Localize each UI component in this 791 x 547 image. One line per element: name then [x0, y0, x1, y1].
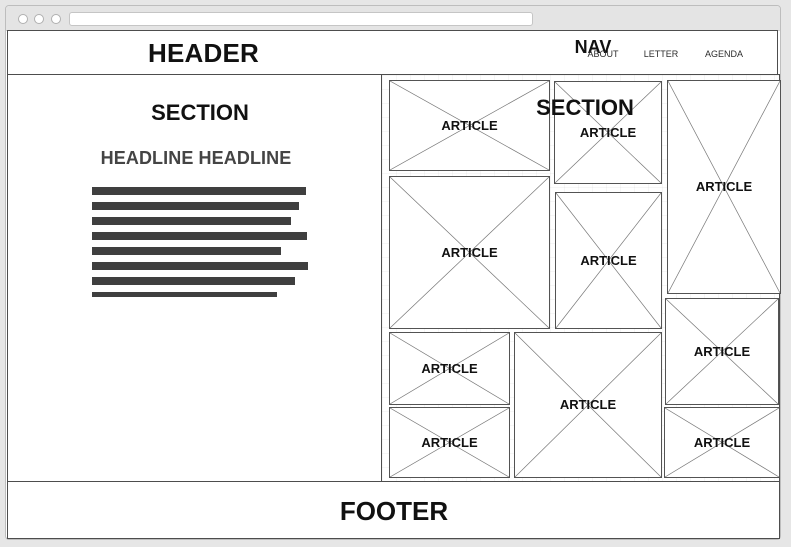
footer-title: FOOTER: [339, 496, 449, 526]
article-card[interactable]: ARTICLE: [667, 80, 781, 294]
left-section-title: SECTION: [151, 100, 249, 125]
article-card[interactable]: ARTICLE: [389, 80, 550, 171]
text-placeholder-line: [92, 217, 291, 225]
text-placeholder-line: [92, 292, 277, 297]
article-card[interactable]: ARTICLE: [389, 407, 510, 478]
article-label: ARTICLE: [421, 360, 478, 376]
window-control-dot[interactable]: [34, 14, 44, 24]
article-label: ARTICLE: [559, 397, 617, 412]
article-label: ARTICLE: [693, 434, 751, 450]
right-section-title: SECTION: [536, 95, 634, 120]
right-section: SECTION ARTICLE ARTICLE ARTICLE ARTICLE: [381, 74, 781, 482]
window-control-dot[interactable]: [18, 14, 28, 24]
article-card[interactable]: ARTICLE: [389, 332, 510, 405]
article-card[interactable]: ARTICLE: [664, 407, 780, 478]
article-label: ARTICLE: [693, 343, 751, 359]
nav-link-letter[interactable]: LETTER: [643, 49, 679, 59]
address-bar[interactable]: [69, 12, 533, 26]
article-label: ARTICLE: [441, 244, 498, 260]
article-label: ARTICLE: [580, 252, 637, 268]
text-placeholder-line: [92, 262, 308, 270]
nav-link-about[interactable]: ABOUT: [587, 49, 619, 59]
headline: HEADLINE HEADLINE: [100, 148, 292, 168]
article-label: ARTICLE: [695, 179, 753, 194]
nav-link-agenda[interactable]: AGENDA: [704, 49, 743, 59]
article-card[interactable]: ARTICLE: [555, 192, 662, 329]
text-placeholder-line: [92, 202, 299, 210]
text-placeholder-line: [92, 187, 306, 195]
window-control-dot[interactable]: [51, 14, 61, 24]
article-card[interactable]: ARTICLE: [389, 176, 550, 329]
article-label: ARTICLE: [421, 434, 478, 450]
page-footer: FOOTER: [7, 481, 780, 539]
text-placeholder-line: [92, 277, 295, 285]
text-placeholder-line: [92, 247, 281, 255]
browser-titlebar: [6, 6, 780, 31]
article-card[interactable]: ARTICLE: [514, 332, 662, 478]
article-label: ARTICLE: [579, 124, 637, 140]
article-card[interactable]: ARTICLE: [665, 298, 779, 405]
header-title: HEADER: [148, 38, 259, 68]
nav-title: NAV: [574, 37, 612, 57]
article-label: ARTICLE: [441, 117, 498, 133]
text-placeholder-line: [92, 232, 307, 240]
page-header: HEADER NAV ABOUT LETTER AGENDA: [7, 30, 778, 75]
left-section: SECTION HEADLINE HEADLINE: [7, 74, 382, 482]
